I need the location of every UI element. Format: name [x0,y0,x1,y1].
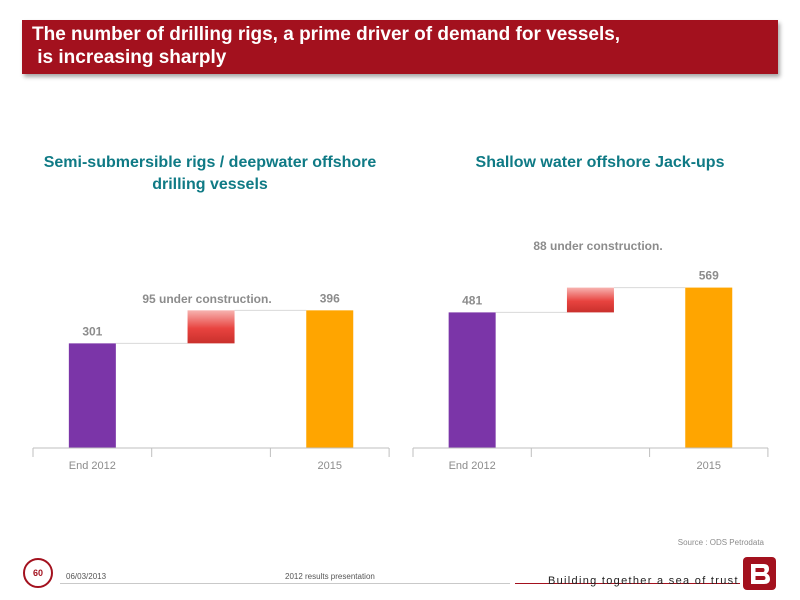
chart2-bar-end [685,287,733,448]
chart1-tick-label: 2015 [318,460,342,472]
chart2-annotation: 88 under construction. [533,239,662,253]
chart2-tick-label: End 2012 [449,460,496,472]
tagline: Building together a sea of trust [548,575,739,587]
chart1-bar-delta [187,310,235,344]
chart2-bar-start [448,312,496,448]
page-number: 60 [23,558,53,588]
footer-date: 06/03/2013 [66,572,107,581]
chart2-bar-delta [566,287,614,313]
chart1-bar-end [306,310,354,448]
chart1-bar-start [68,343,116,448]
chart2-tick-label: 2015 [697,460,721,472]
page-title: The number of drilling rigs, a prime dri… [32,24,621,68]
chart2-data-label: 481 [462,293,482,307]
chart-title-semi-submersible: Semi-submersible rigs / deepwater offsho… [43,154,377,193]
chart2-data-label: 569 [699,269,719,283]
chart1-data-label: 301 [82,324,102,338]
chart1-tick-label: End 2012 [69,460,116,472]
bourbon-b-logo-icon [743,557,776,590]
title-bar: The number of drilling rigs, a prime dri… [22,20,778,74]
chart1-data-label: 396 [320,291,340,305]
footer-divider [60,583,510,584]
chart-title-jack-ups: Shallow water offshore Jack-ups [475,154,725,171]
footer-divider-accent [515,583,740,584]
footer-presentation: 2012 results presentation [285,572,375,581]
source-note: Source : ODS Petrodata [677,538,764,547]
logo-glyph [751,564,770,584]
chart1-annotation: 95 under construction. [142,292,271,306]
